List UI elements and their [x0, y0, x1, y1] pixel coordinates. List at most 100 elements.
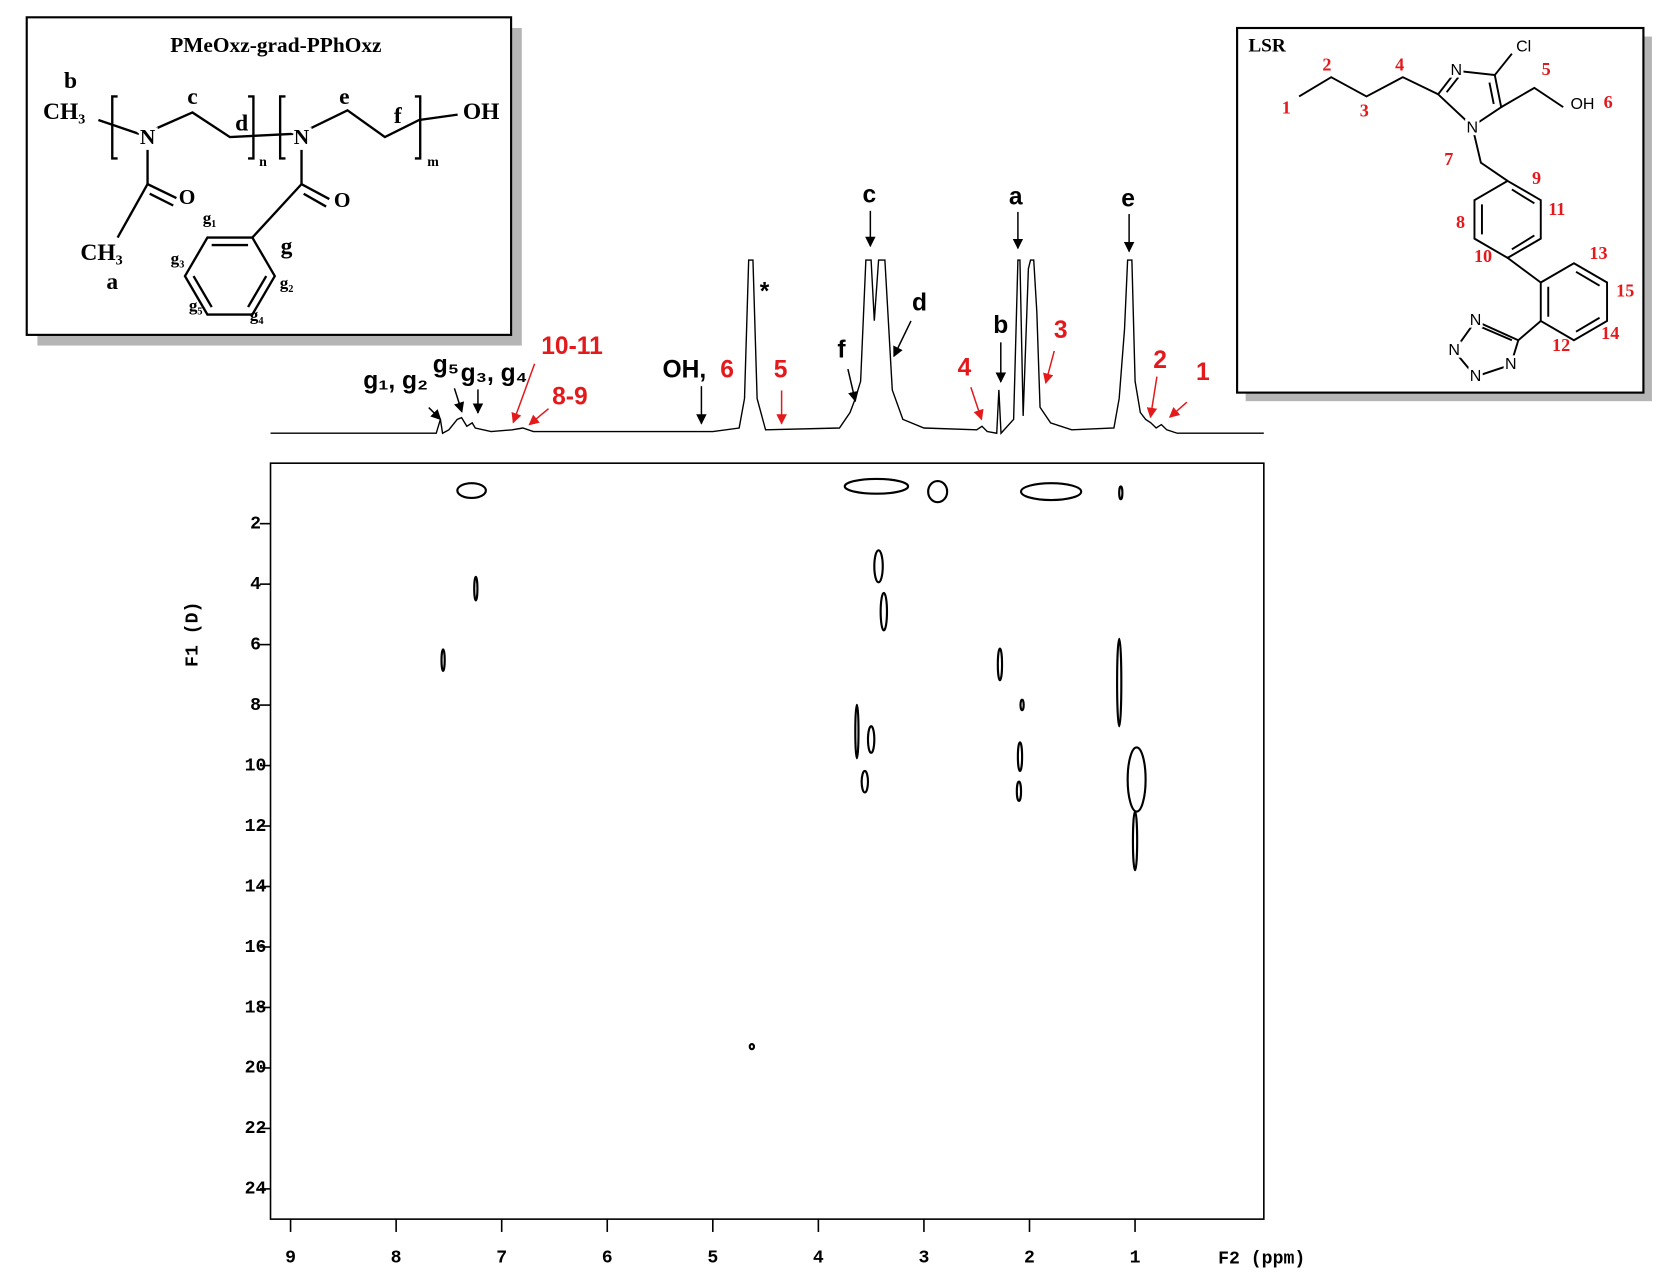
annotation: * — [760, 279, 770, 306]
contour — [456, 482, 487, 500]
atom-label: N — [1448, 341, 1460, 359]
bonds — [1298, 53, 1609, 378]
drug-structure: LSR 1 2 3 4 N Cl 5 OH 6 N 7 9 11 8 10 13… — [1236, 26, 1652, 402]
box — [1236, 26, 1645, 394]
atom-number: 6 — [1604, 92, 1613, 112]
x-tick-label: 3 — [918, 1248, 929, 1268]
contour — [1116, 637, 1123, 728]
atom-label: e — [339, 84, 349, 110]
atom-number: 15 — [1616, 280, 1634, 300]
atom-label: g₃ — [171, 249, 185, 268]
contour — [854, 703, 860, 760]
y-tick-label: 24 — [245, 1180, 267, 1200]
x-tick-label: 7 — [496, 1248, 507, 1268]
x-tick-label: 1 — [1130, 1248, 1141, 1268]
x-tick-label: 2 — [1024, 1248, 1035, 1268]
annotation: d — [912, 289, 927, 316]
contour — [440, 648, 446, 672]
polymer-structure: PMeOxz-grad-PPhOxz b CH₃ c d n e f m OH … — [25, 16, 522, 346]
y-tick-label: 12 — [245, 817, 267, 837]
atom-label: N — [294, 125, 310, 149]
annotation: OH, — [662, 357, 706, 384]
x-axis-label: F2 (ppm) — [1218, 1249, 1305, 1269]
atom-label: OH — [463, 99, 500, 125]
contour — [748, 1042, 756, 1051]
atom-label: CH₃ — [43, 99, 85, 125]
x-tick-label: 8 — [391, 1248, 402, 1268]
atom-number: 4 — [1395, 55, 1404, 75]
y-tick-label: 10 — [245, 756, 267, 776]
contour — [1131, 810, 1139, 872]
atom-label: f — [394, 103, 403, 129]
atom-number: 8 — [1456, 212, 1465, 232]
contour — [873, 549, 884, 584]
arrow — [528, 408, 549, 426]
bonds — [97, 95, 458, 316]
y-tick-label: 14 — [245, 877, 267, 897]
x-tick-label: 5 — [707, 1248, 718, 1268]
atom-label: b — [64, 68, 77, 94]
y-tick-label: 4 — [250, 575, 261, 595]
atom-label: N — [1470, 367, 1482, 385]
atom-label: g — [281, 234, 293, 260]
arrow — [1168, 401, 1188, 418]
annotation: b — [993, 312, 1008, 339]
contour — [927, 479, 949, 504]
atom-label: N — [1505, 355, 1517, 373]
atom-number: 11 — [1548, 199, 1565, 219]
contour — [996, 647, 1004, 682]
y-tick-label: 20 — [245, 1059, 267, 1079]
atom-number: 3 — [1360, 101, 1369, 121]
contour — [1118, 485, 1124, 501]
contour — [879, 591, 889, 632]
y-tick-label: 8 — [250, 696, 261, 716]
arrow — [1146, 376, 1158, 419]
contour — [866, 725, 876, 754]
atom-number: 5 — [1542, 59, 1551, 79]
atom-label: g₂ — [280, 274, 294, 293]
atom-label: m — [427, 155, 439, 170]
annotations: g₁, g₂ g₅ g₃, g₄ 10-11 8-9 OH, 6 5 * f c… — [363, 181, 1210, 426]
atom-number: 7 — [1444, 149, 1453, 169]
annotation: f — [837, 336, 846, 363]
atom-number: 9 — [1532, 168, 1541, 188]
annotation: 5 — [774, 357, 788, 384]
atom-label: N — [1451, 61, 1463, 79]
annotation: g₃, g₄ — [461, 360, 528, 387]
atom-label: n — [259, 155, 267, 170]
x-tick-label: 4 — [813, 1248, 824, 1268]
atom-number: 10 — [1474, 246, 1492, 266]
annotation: c — [862, 181, 876, 208]
contour — [860, 769, 870, 794]
annotation: 6 — [720, 357, 734, 384]
arrow — [453, 388, 465, 413]
annotation: g₁, g₂ — [363, 367, 428, 394]
atom-label: O — [334, 188, 351, 212]
arrow — [511, 363, 536, 424]
annotation: 2 — [1153, 347, 1167, 374]
atom-label: OH — [1570, 95, 1594, 113]
contour — [1126, 746, 1147, 813]
arrow — [847, 368, 859, 403]
arrow — [893, 320, 912, 358]
contour — [843, 477, 910, 495]
atom-number: 1 — [1282, 97, 1291, 117]
atom-label: g₅ — [189, 296, 203, 315]
atom-label: g₄ — [250, 306, 264, 325]
contour — [1019, 698, 1025, 712]
box — [25, 16, 513, 336]
x-tick-label: 6 — [602, 1248, 613, 1268]
atom-label: d — [235, 111, 248, 137]
annotation: 1 — [1196, 359, 1210, 386]
atom-label: Cl — [1516, 37, 1531, 55]
atom-label: N — [1470, 311, 1482, 329]
y-tick-label: 18 — [245, 998, 267, 1018]
contour — [1015, 780, 1023, 803]
annotation: 3 — [1054, 317, 1068, 344]
contour — [1019, 482, 1083, 502]
arrow — [1043, 350, 1055, 385]
arrow — [428, 407, 442, 421]
atom-label: g₁ — [203, 208, 217, 227]
structure-title: LSR — [1248, 36, 1287, 57]
